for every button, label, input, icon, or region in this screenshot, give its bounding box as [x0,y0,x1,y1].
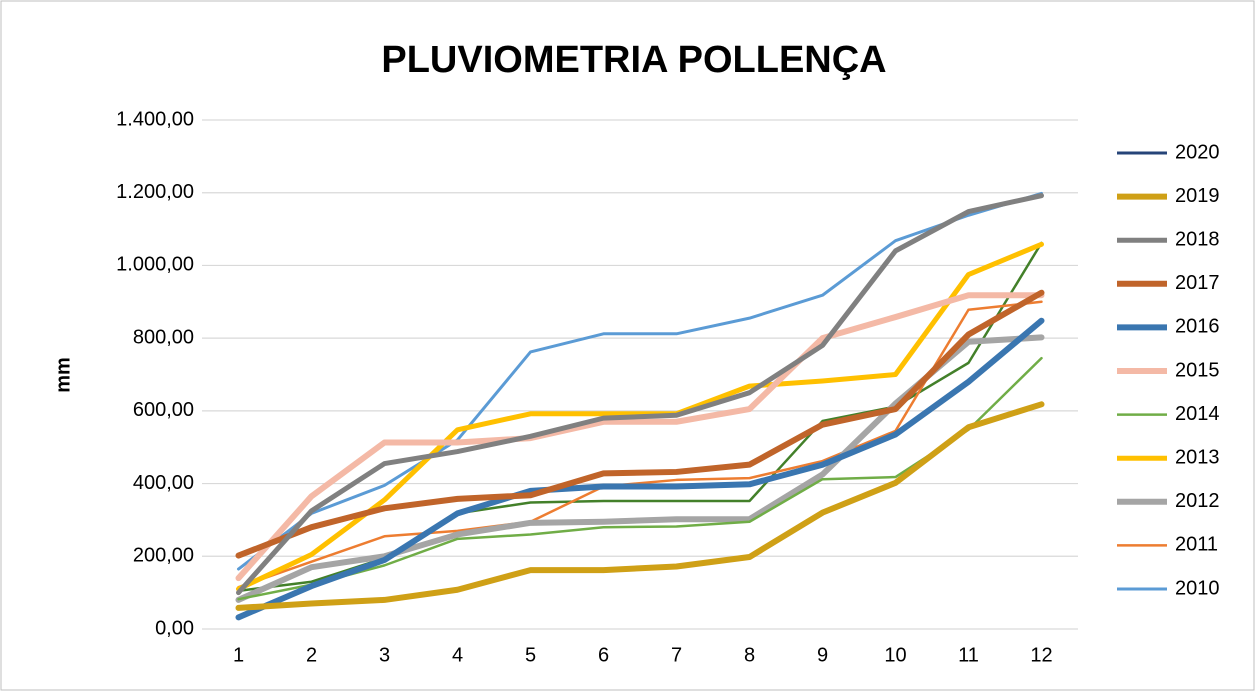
legend-label: 2017 [1175,272,1220,294]
x-tick-label: 4 [452,644,463,666]
chart-title: PLUVIOMETRIA POLLENÇA [381,39,886,81]
series-line [235,317,1045,621]
legend-label: 2020 [1175,141,1220,163]
legend-label: 2010 [1175,577,1220,599]
y-tick-label: 800,00 [133,326,194,348]
y-tick-label: 1.000,00 [116,254,194,276]
x-tick-label: 7 [671,644,682,666]
x-tick-label: 12 [1030,644,1052,666]
legend-label: 2014 [1175,403,1220,425]
y-axis-label: mm [52,357,74,393]
y-tick-label: 0,00 [155,617,194,639]
x-tick-label: 10 [884,644,906,666]
legend-label: 2019 [1175,185,1220,207]
x-tick-label: 3 [379,644,390,666]
x-tick-label: 11 [958,644,979,666]
series-line [235,401,1045,611]
y-tick-label: 200,00 [133,545,194,567]
series-line [237,191,1043,571]
x-tick-label: 9 [817,644,828,666]
x-tick-label: 2 [306,644,317,666]
x-tick-label: 1 [233,644,244,666]
x-tick-label: 8 [744,644,755,666]
y-tick-label: 1.200,00 [116,181,194,203]
legend-label: 2011 [1175,534,1218,556]
x-tick-label: 5 [525,644,536,666]
legend-label: 2012 [1175,490,1220,512]
y-tick-label: 1.400,00 [116,108,194,130]
x-tick-label: 6 [598,644,609,666]
legend-label: 2015 [1175,359,1220,381]
y-tick-label: 600,00 [133,399,194,421]
series-line [236,193,1044,596]
series-line [235,289,1045,559]
legend-label: 2016 [1175,316,1220,338]
series-line [237,300,1043,589]
series-line [235,292,1045,582]
y-tick-label: 400,00 [133,472,194,494]
legend-label: 2018 [1175,228,1220,250]
legend-label: 2013 [1175,446,1220,468]
series-line [237,356,1043,601]
